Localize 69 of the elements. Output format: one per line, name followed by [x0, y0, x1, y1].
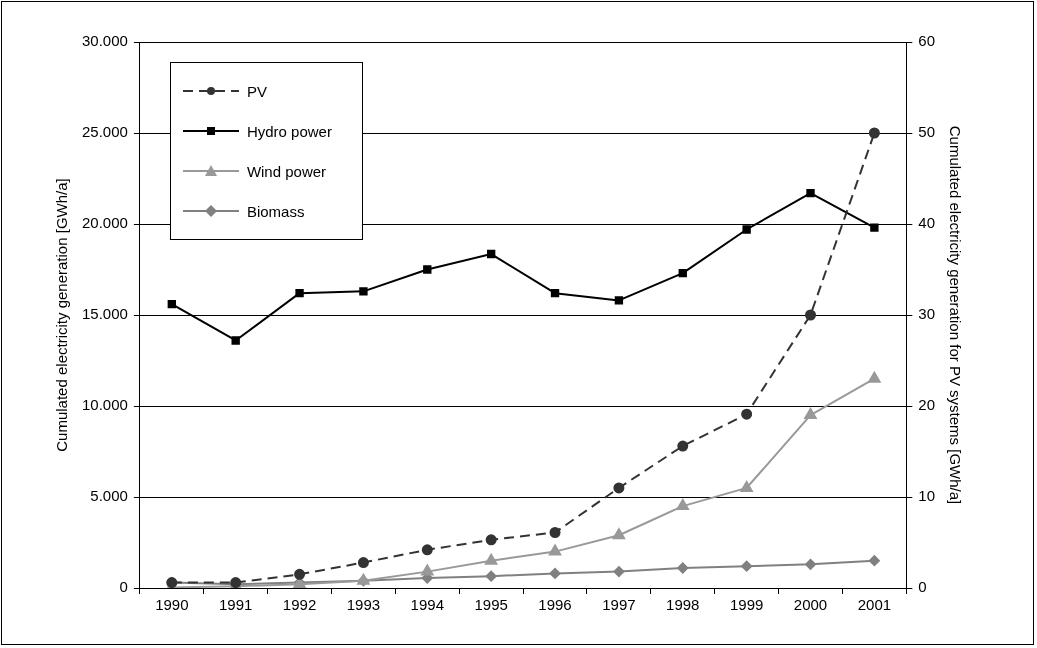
y-tick-label: 25.000	[81, 123, 128, 141]
point	[677, 440, 689, 452]
y-tick-label: 5.000	[90, 487, 128, 505]
y-tick-label: 0	[119, 578, 128, 596]
point	[549, 526, 561, 538]
legend-label: PV	[246, 82, 267, 100]
x-tick-label: 1995	[474, 596, 508, 614]
point	[868, 555, 880, 567]
point	[868, 371, 881, 383]
x-tick-label: 1998	[666, 596, 700, 614]
y2-tick-label: 30	[918, 305, 935, 323]
point	[870, 223, 879, 232]
point	[485, 534, 497, 546]
point	[678, 268, 687, 278]
y2-axis-title: Cumulated electricity generation for PV systems [GWh/a]	[946, 125, 964, 505]
y-tick-label: 20.000	[81, 214, 128, 232]
point	[741, 560, 753, 572]
point	[548, 544, 562, 556]
point	[294, 568, 306, 580]
point	[805, 558, 817, 570]
y-tick-label: 10.000	[81, 396, 128, 414]
point	[421, 544, 433, 556]
point	[359, 287, 368, 296]
y-tick-label: 15.000	[81, 305, 128, 323]
point	[804, 408, 817, 420]
x-tick-label: 1991	[219, 596, 253, 614]
point	[484, 553, 498, 565]
y-axis-title: Cumulated electricity generation [GWh/a]	[53, 178, 71, 452]
x-tick-label: 1990	[155, 596, 189, 614]
point	[805, 309, 817, 321]
point	[742, 225, 751, 234]
legend-label: Biomass	[246, 202, 305, 220]
x-tick-label: 1999	[729, 596, 764, 614]
x-tick-label: 1994	[410, 596, 444, 614]
point	[868, 127, 880, 139]
y2-tick-label: 60	[918, 32, 935, 50]
y-tick-label: 30.000	[81, 32, 128, 50]
x-tick-label: 2000	[793, 596, 828, 614]
point	[550, 288, 560, 298]
point	[295, 288, 304, 298]
point	[486, 249, 496, 259]
point	[357, 557, 369, 569]
x-tick-label: 1997	[602, 596, 636, 614]
y2-tick-label: 20	[918, 396, 935, 414]
point	[740, 480, 753, 492]
point	[167, 299, 176, 309]
point	[231, 336, 240, 345]
point	[677, 562, 689, 574]
y2-tick-label: 10	[918, 487, 935, 505]
point	[676, 499, 689, 511]
point	[613, 482, 625, 494]
point	[485, 570, 497, 582]
point	[613, 566, 625, 578]
point	[806, 188, 815, 198]
point	[549, 567, 561, 579]
legend-label: Hydro power	[246, 122, 332, 140]
point	[614, 296, 624, 305]
y2-tick-label: 50	[918, 123, 935, 141]
x-tick-label: 1992	[282, 596, 317, 614]
x-tick-label: 1996	[538, 596, 572, 614]
point	[423, 265, 432, 274]
point	[612, 528, 626, 540]
legend-label: Wind power	[246, 162, 327, 180]
x-tick-label: 2001	[857, 596, 892, 614]
y2-tick-label: 0	[918, 578, 927, 596]
point	[421, 564, 434, 576]
x-tick-label: 1993	[346, 596, 381, 614]
point	[741, 408, 753, 420]
y2-tick-label: 40	[918, 214, 935, 232]
